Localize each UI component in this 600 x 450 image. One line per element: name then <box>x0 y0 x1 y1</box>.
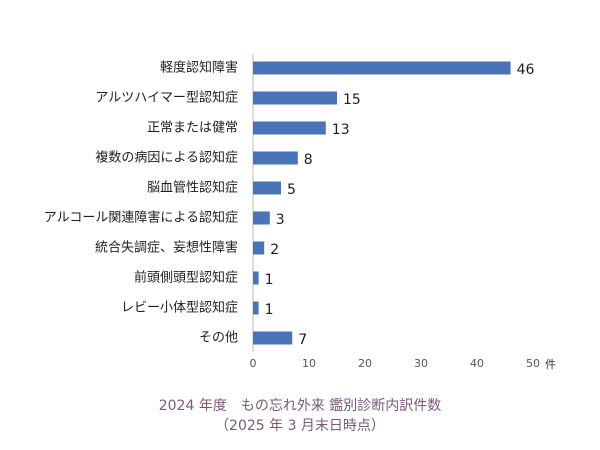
value-label: 8 <box>304 152 313 168</box>
category-label: 前頭側頭型認知症 <box>134 270 238 286</box>
value-label: 46 <box>517 62 535 78</box>
x-tick-label: 10 <box>302 357 316 370</box>
category-label: その他 <box>199 331 238 346</box>
category-label: 統合失調症、妄想性障害 <box>95 240 238 256</box>
bar <box>253 151 298 165</box>
value-label: 1 <box>265 272 274 288</box>
category-label: 複数の病因による認知症 <box>95 150 238 166</box>
chart-caption-line2: （2025 年 3 月末日時点） <box>215 418 385 434</box>
value-label: 7 <box>298 332 307 348</box>
category-label: アルツハイマー型認知症 <box>95 90 238 106</box>
value-label: 3 <box>276 212 285 228</box>
bar <box>253 271 259 285</box>
value-label: 1 <box>265 302 274 318</box>
bar <box>253 121 326 135</box>
category-label: 脳血管性認知症 <box>147 180 238 196</box>
x-axis-unit-label: 件 <box>545 358 556 371</box>
bar <box>253 91 337 105</box>
x-tick-label: 50 <box>526 357 540 370</box>
value-label: 2 <box>270 242 279 258</box>
x-tick-label: 40 <box>470 357 484 370</box>
category-label: レビー小体型認知症 <box>121 300 238 316</box>
bar <box>253 181 281 195</box>
value-label: 15 <box>343 92 361 108</box>
value-label: 5 <box>287 182 296 198</box>
x-tick-label: 0 <box>250 357 257 370</box>
bar <box>253 331 293 345</box>
bar <box>253 211 270 225</box>
bar-chart: 軽度認知障害アルツハイマー型認知症正常または健常複数の病因による認知症脳血管性認… <box>44 54 556 371</box>
category-label: 軽度認知障害 <box>160 60 238 76</box>
bar <box>253 241 265 255</box>
value-label: 13 <box>332 122 350 138</box>
bar <box>253 61 511 75</box>
bar <box>253 301 259 315</box>
x-tick-label: 30 <box>414 357 428 370</box>
category-label: 正常または健常 <box>147 121 238 136</box>
x-tick-label: 20 <box>358 357 372 370</box>
category-label: アルコール関連障害による認知症 <box>44 210 238 226</box>
chart-caption-line1: 2024 年度 もの忘れ外来 鑑別診断内訳件数 <box>158 398 442 414</box>
